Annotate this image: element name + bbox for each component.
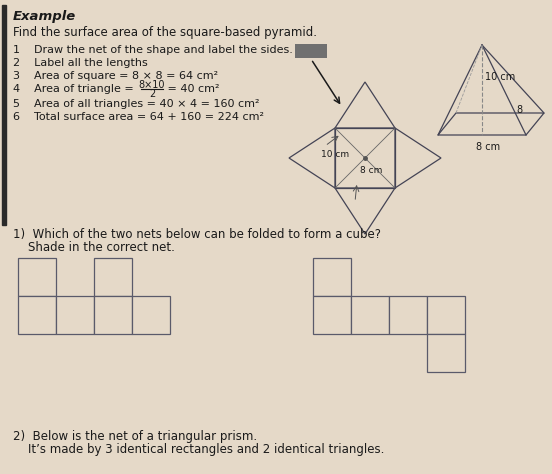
Text: 1)  Which of the two nets below can be folded to form a cube?: 1) Which of the two nets below can be fo… bbox=[13, 228, 381, 241]
Text: 10 cm: 10 cm bbox=[485, 72, 515, 82]
Text: It’s made by 3 identical rectangles and 2 identical triangles.: It’s made by 3 identical rectangles and … bbox=[13, 443, 384, 456]
Bar bbox=[351, 296, 389, 334]
Text: 2)  Below is the net of a triangular prism.: 2) Below is the net of a triangular pris… bbox=[13, 430, 257, 443]
Text: 8: 8 bbox=[516, 105, 522, 115]
Bar bbox=[132, 296, 170, 334]
Text: 8×10: 8×10 bbox=[139, 80, 165, 90]
Bar bbox=[427, 334, 465, 372]
Text: Shade in the correct net.: Shade in the correct net. bbox=[13, 241, 175, 254]
Bar bbox=[389, 296, 427, 334]
Text: Find the surface area of the square-based pyramid.: Find the surface area of the square-base… bbox=[13, 26, 317, 39]
Text: = 40 cm²: = 40 cm² bbox=[164, 84, 220, 94]
Text: 8 cm: 8 cm bbox=[476, 142, 500, 152]
Text: 4    Area of triangle =: 4 Area of triangle = bbox=[13, 84, 137, 94]
Bar bbox=[56, 296, 94, 334]
Bar bbox=[2, 5, 6, 225]
Bar bbox=[313, 296, 351, 334]
Bar bbox=[94, 296, 132, 334]
Text: 1    Draw the net of the shape and label the sides.: 1 Draw the net of the shape and label th… bbox=[13, 45, 293, 55]
Bar bbox=[427, 296, 465, 334]
Bar bbox=[94, 258, 132, 296]
Bar bbox=[313, 258, 351, 296]
Bar bbox=[18, 258, 56, 296]
Bar bbox=[295, 44, 327, 58]
Text: 6    Total surface area = 64 + 160 = 224 cm²: 6 Total surface area = 64 + 160 = 224 cm… bbox=[13, 112, 264, 122]
Text: Example: Example bbox=[13, 10, 76, 23]
Bar bbox=[18, 296, 56, 334]
Text: 10 cm: 10 cm bbox=[321, 150, 349, 159]
Text: 2    Label all the lengths: 2 Label all the lengths bbox=[13, 58, 148, 68]
Text: 2: 2 bbox=[149, 89, 155, 99]
Text: 8 cm: 8 cm bbox=[360, 166, 383, 175]
Text: 3    Area of square = 8 × 8 = 64 cm²: 3 Area of square = 8 × 8 = 64 cm² bbox=[13, 71, 218, 81]
Text: Net: Net bbox=[301, 46, 321, 56]
Text: 5    Area of all triangles = 40 × 4 = 160 cm²: 5 Area of all triangles = 40 × 4 = 160 c… bbox=[13, 99, 259, 109]
